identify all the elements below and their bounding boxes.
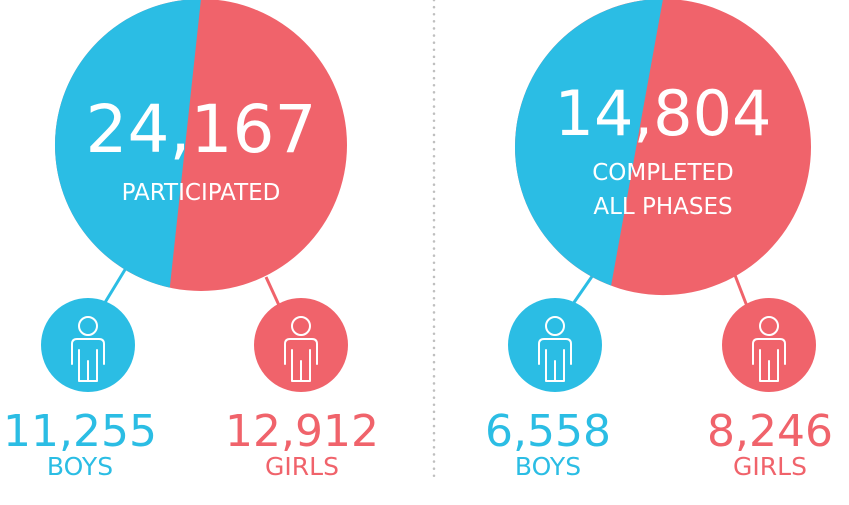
boys-badge <box>41 298 135 392</box>
girls-label: GIRLS <box>265 452 339 481</box>
girls-circle <box>254 298 348 392</box>
pie-total: 24,167 <box>86 91 317 168</box>
boys-value: 11,255 <box>3 406 157 457</box>
girls-value: 8,246 <box>707 406 833 457</box>
boys-label: BOYS <box>515 452 581 481</box>
person-icon <box>71 316 105 382</box>
pie-subtitle-line2: ALL PHASES <box>593 194 732 220</box>
girls-badge <box>254 298 348 392</box>
girls-badge <box>722 298 816 392</box>
pie-participated: 24,167 PARTICIPATED 11,255 BOYS 12,912 G… <box>3 0 379 481</box>
pie-slice-boys <box>54 0 201 288</box>
boys-badge <box>508 298 602 392</box>
pie-subtitle: PARTICIPATED <box>122 180 281 206</box>
pie-completed: 14,804 COMPLETED ALL PHASES 6,558 BOYS 8… <box>485 0 833 481</box>
person-icon <box>284 316 318 382</box>
pie-total: 14,804 <box>555 77 772 150</box>
pie-slice-boys <box>514 0 663 286</box>
boys-circle <box>508 298 602 392</box>
girls-value: 12,912 <box>225 406 379 457</box>
girls-circle <box>722 298 816 392</box>
person-icon <box>752 316 786 382</box>
pie-subtitle-line1: COMPLETED <box>592 160 734 186</box>
boys-label: BOYS <box>47 452 113 481</box>
boys-circle <box>41 298 135 392</box>
boys-value: 6,558 <box>485 406 611 457</box>
person-icon <box>538 316 572 382</box>
girls-label: GIRLS <box>733 452 807 481</box>
